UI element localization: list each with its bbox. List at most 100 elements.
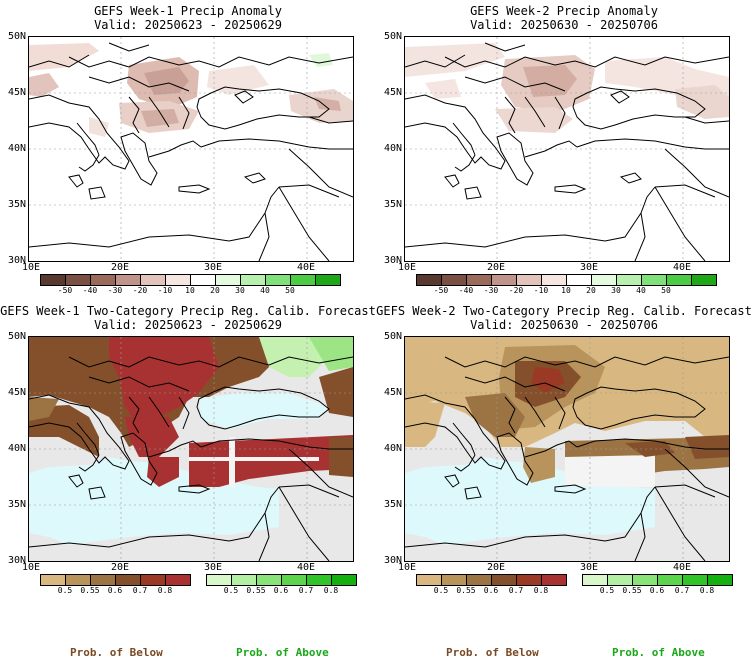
colorbar-tick-label: 0.5: [223, 586, 239, 595]
colorbar-tick-label: -50: [433, 286, 449, 295]
colorbar-segment: [141, 275, 166, 285]
colorbar-segment: [66, 275, 91, 285]
colorbar-tick-label: -20: [132, 286, 148, 295]
lat-label: 35N: [383, 499, 402, 510]
colorbar-tick-label: 0.6: [483, 586, 499, 595]
label-prob-below: Prob. of Below: [446, 646, 539, 659]
colorbar-tick-label: 0.8: [533, 586, 549, 595]
colorbar-segment: [608, 575, 633, 585]
colorbar-segment: [266, 275, 291, 285]
colorbar-tick-label: 50: [661, 286, 671, 295]
colorbar-tick-label: 0.6: [273, 586, 289, 595]
colorbar-segment: [241, 275, 266, 285]
above-colorbar: [206, 574, 357, 586]
colorbar-tick-label: 0.8: [323, 586, 339, 595]
above-colorbar-ticks: 0.5 0.55 0.6 0.7 0.8: [582, 586, 732, 598]
colorbar-segment: [417, 575, 442, 585]
colorbar-tick-label: 20: [586, 286, 596, 295]
above-colorbar: [582, 574, 733, 586]
lat-label: 40N: [7, 443, 26, 454]
colorbar-tick-label: 0.8: [699, 586, 715, 595]
map-week1-probability: [28, 336, 354, 562]
lon-label: 20E: [486, 562, 506, 573]
colorbar-tick-label: 30: [235, 286, 245, 295]
lat-label: 50N: [7, 31, 26, 42]
colorbar-segment: [257, 575, 282, 585]
lat-label: 35N: [7, 199, 26, 210]
colorbar-tick-label: 0.7: [674, 586, 690, 595]
gridlines: [405, 37, 729, 261]
panel-title: GEFS Week-1 Precip Anomaly: [94, 4, 282, 18]
lon-label: 10E: [397, 562, 417, 573]
colorbar-tick-label: 0.5: [57, 586, 73, 595]
panel-valid-dates: Valid: 20250630 - 20250706: [470, 318, 658, 332]
colorbar-tick-label: 40: [260, 286, 270, 295]
colorbar-segment: [492, 275, 517, 285]
coastlines-borders: [405, 42, 729, 261]
colorbar-segment: [667, 275, 692, 285]
below-colorbar-ticks: 0.5 0.55 0.6 0.7 0.8: [40, 586, 190, 598]
colorbar-segment: [642, 275, 667, 285]
lat-label: 50N: [383, 31, 402, 42]
colorbar-tick-label: 0.6: [649, 586, 665, 595]
colorbar-tick-label: -30: [483, 286, 499, 295]
label-prob-above: Prob. of Above: [236, 646, 329, 659]
colorbar-segment: [307, 575, 332, 585]
panel-week2-anomaly: GEFS Week-2 Precip Anomaly Valid: 202506…: [376, 0, 752, 300]
colorbar-segment: [91, 275, 116, 285]
lon-label: 10E: [21, 562, 41, 573]
colorbar-tick-label: 0.8: [157, 586, 173, 595]
map-week2-probability: [404, 336, 730, 562]
colorbar-segment: [291, 275, 316, 285]
colorbar-tick-label: 10: [185, 286, 195, 295]
map-week2-anomaly: [404, 36, 730, 262]
above-colorbar-ticks: 0.5 0.55 0.6 0.7 0.8: [206, 586, 356, 598]
lat-label: 30N: [7, 255, 26, 266]
panel-week2-probability: GEFS Week-2 Two-Category Precip Reg. Cal…: [376, 300, 752, 600]
colorbar-segment: [316, 275, 340, 285]
colorbar-segment: [442, 275, 467, 285]
colorbar-tick-label: 0.55: [246, 586, 266, 595]
panel-valid-dates: Valid: 20250630 - 20250706: [470, 18, 658, 32]
lat-label: 40N: [7, 143, 26, 154]
anomaly-colorbar: [40, 274, 341, 286]
lon-label: 30E: [203, 262, 223, 273]
lat-label: 30N: [383, 555, 402, 566]
lon-label: 20E: [110, 262, 130, 273]
colorbar-segment: [542, 275, 567, 285]
lat-label: 35N: [383, 199, 402, 210]
colorbar-segment: [166, 575, 190, 585]
below-colorbar: [416, 574, 567, 586]
panel-title: GEFS Week-2 Precip Anomaly: [470, 4, 658, 18]
panel-valid-dates: Valid: 20250623 - 20250629: [94, 18, 282, 32]
colorbar-segment: [617, 275, 642, 285]
lat-label: 50N: [7, 331, 26, 342]
lon-label: 40E: [672, 262, 692, 273]
colorbar-segment: [232, 575, 257, 585]
colorbar-segment: [216, 275, 241, 285]
lon-label: 10E: [397, 262, 417, 273]
lon-label: 30E: [579, 262, 599, 273]
colorbar-segment: [66, 575, 91, 585]
anomaly-colorbar: [416, 274, 717, 286]
colorbar-tick-label: 0.55: [622, 586, 642, 595]
colorbar-segment: [542, 575, 566, 585]
lat-label: 40N: [383, 143, 402, 154]
colorbar-tick-label: 0.55: [456, 586, 476, 595]
anomaly-shading: [405, 43, 729, 133]
lon-label: 10E: [21, 262, 41, 273]
colorbar-tick-label: 40: [636, 286, 646, 295]
panel-week1-probability: GEFS Week-1 Two-Category Precip Reg. Cal…: [0, 300, 376, 600]
anomaly-colorbar-ticks: -50 -40 -30 -20 -10 10 20 30 40 50: [40, 286, 340, 298]
lon-label: 30E: [203, 562, 223, 573]
colorbar-segment: [467, 575, 492, 585]
colorbar-segment: [583, 575, 608, 585]
colorbar-segment: [417, 275, 442, 285]
colorbar-segment: [91, 575, 116, 585]
colorbar-segment: [592, 275, 617, 285]
colorbar-segment: [116, 275, 141, 285]
panel-title: GEFS Week-2 Two-Category Precip Reg. Cal…: [376, 304, 752, 318]
colorbar-segment: [166, 275, 191, 285]
below-colorbar-ticks: 0.5 0.55 0.6 0.7 0.8: [416, 586, 566, 598]
colorbar-tick-label: -40: [82, 286, 98, 295]
